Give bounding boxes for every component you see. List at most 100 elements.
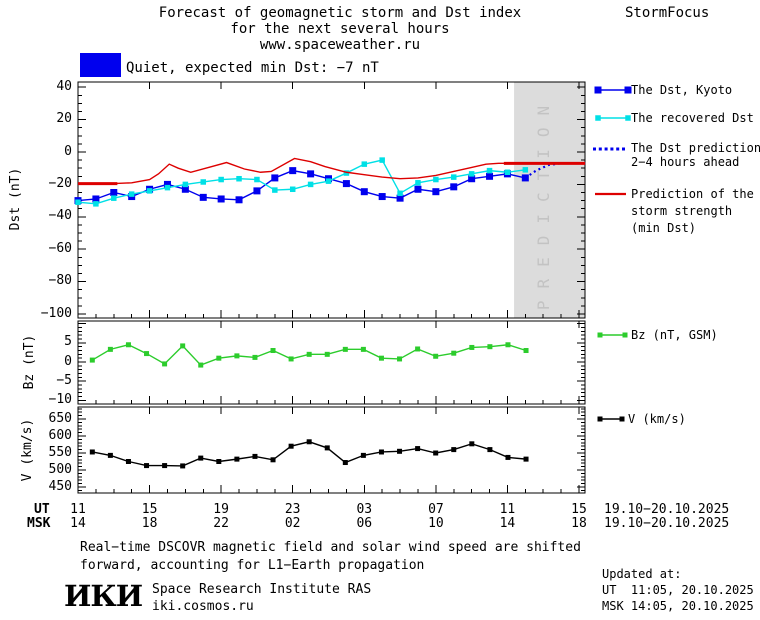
storm-level-swatch <box>80 53 121 77</box>
data-point-marker <box>415 446 421 452</box>
x-tick-label-msk: 18 <box>571 516 587 531</box>
data-point-marker <box>486 172 494 180</box>
chart-title-url: www.spaceweather.ru <box>259 37 421 53</box>
x-tick-label-msk: 14 <box>499 516 516 531</box>
data-point-marker <box>522 167 529 173</box>
data-point-marker <box>342 460 348 466</box>
x-tick-label-msk: 14 <box>70 516 86 531</box>
data-point-marker <box>325 178 332 184</box>
data-point-marker <box>523 348 529 354</box>
data-point-marker <box>110 189 118 196</box>
legend-dst-prediction-line2: 2−4 hours ahead <box>631 155 740 169</box>
x-tick-label-ut: 15 <box>571 502 587 517</box>
data-point-marker <box>306 351 312 357</box>
y-tick-label-dst-panel: −80 <box>48 273 72 289</box>
legend-sample-marker <box>625 115 631 121</box>
institute-name: Space Research Institute RAS <box>152 582 372 597</box>
data-point-marker <box>270 457 276 463</box>
data-point-marker <box>107 452 113 458</box>
data-point-marker <box>486 167 493 174</box>
y-axis-title-v-panel: V (km/s) <box>20 419 35 482</box>
data-point-marker <box>360 346 366 352</box>
chart-title-line1: Forecast of geomagnetic storm and Dst in… <box>158 5 522 21</box>
y-tick-label-v-panel: 650 <box>48 410 72 426</box>
data-point-marker <box>111 195 117 201</box>
y-tick-label-dst-panel: 20 <box>56 111 72 127</box>
iki-logo: ИКИ <box>64 579 143 613</box>
data-point-marker <box>162 361 168 367</box>
legend-sample-marker <box>624 86 632 94</box>
data-point-marker <box>324 351 330 357</box>
legend-sample-marker <box>594 86 602 94</box>
legend-sample-marker <box>597 416 603 422</box>
data-point-marker <box>270 348 276 354</box>
data-point-marker <box>252 354 258 360</box>
data-point-marker <box>125 459 131 464</box>
data-point-marker <box>468 175 476 183</box>
data-point-marker <box>234 456 240 462</box>
data-point-marker <box>451 447 457 453</box>
prediction-band-label: PREDICTION <box>534 94 553 310</box>
footnote-line1: Real−time DSCOVR magnetic field and sola… <box>80 540 581 555</box>
data-point-marker <box>144 351 150 357</box>
y-axis-title-bz-panel: Bz (nT) <box>22 335 37 390</box>
data-point-marker <box>361 161 368 167</box>
date-range-msk: 19.10−20.10.2025 <box>604 516 730 531</box>
data-point-marker <box>89 449 95 455</box>
data-point-marker <box>450 183 458 191</box>
data-point-marker <box>378 193 386 201</box>
y-tick-label-dst-panel: −100 <box>40 305 72 321</box>
legend-v: V (km/s) <box>628 412 686 426</box>
data-point-marker <box>271 174 279 182</box>
data-point-marker <box>433 353 439 359</box>
y-tick-label-dst-panel: −40 <box>48 208 72 224</box>
legend-sample-marker <box>622 332 628 338</box>
data-point-marker <box>234 353 240 359</box>
updated-msk: MSK 14:05, 20.10.2025 <box>602 599 754 613</box>
data-point-marker <box>433 450 439 456</box>
data-point-marker <box>307 170 315 178</box>
prediction-band <box>514 82 586 318</box>
x-tick-label-msk: 02 <box>284 516 301 531</box>
data-point-marker <box>198 362 204 368</box>
legend-storm-prediction-line1: Prediction of the <box>631 187 754 201</box>
data-point-marker <box>487 344 493 350</box>
brand-label: StormFocus <box>625 5 710 21</box>
data-point-marker <box>163 180 171 188</box>
data-point-marker <box>254 176 260 183</box>
data-point-marker <box>397 190 403 197</box>
legend-storm-prediction-line3: (min Dst) <box>631 221 697 235</box>
legend-dst-prediction-line1: The Dst prediction <box>631 141 760 155</box>
data-point-marker <box>415 346 421 352</box>
data-point-marker <box>307 181 314 188</box>
footnote-line2: forward, accounting for L1−Earth propaga… <box>80 558 425 573</box>
data-point-marker <box>253 187 261 195</box>
y-axis-title-dst-panel: Dst (nT) <box>8 168 23 231</box>
data-point-marker <box>181 185 189 193</box>
y-tick-label-bz-panel: 0 <box>64 353 72 369</box>
updated-label: Updated at: <box>602 567 682 581</box>
data-point-marker <box>469 344 475 350</box>
ut-row-label: UT <box>34 502 50 517</box>
data-point-marker <box>272 187 278 193</box>
data-point-marker <box>288 443 294 449</box>
y-tick-label-bz-panel: −5 <box>56 372 72 388</box>
data-point-marker <box>180 343 186 349</box>
data-point-marker <box>236 175 242 182</box>
y-tick-label-dst-panel: −60 <box>48 240 72 256</box>
x-tick-label-ut: 11 <box>70 502 86 517</box>
data-point-marker <box>162 463 168 469</box>
data-point-marker <box>378 449 384 455</box>
data-point-marker <box>342 180 350 188</box>
data-point-marker <box>198 455 204 461</box>
legend-dst-kyoto: The Dst, Kyoto <box>631 83 733 97</box>
x-tick-label-msk: 22 <box>213 516 229 531</box>
data-point-marker <box>504 169 511 175</box>
legend-bz: Bz (nT, GSM) <box>631 328 718 342</box>
data-point-marker <box>93 201 99 207</box>
data-point-marker <box>414 185 422 193</box>
data-point-marker <box>343 170 350 176</box>
y-tick-label-bz-panel: −10 <box>48 391 72 407</box>
data-point-marker <box>397 356 403 362</box>
